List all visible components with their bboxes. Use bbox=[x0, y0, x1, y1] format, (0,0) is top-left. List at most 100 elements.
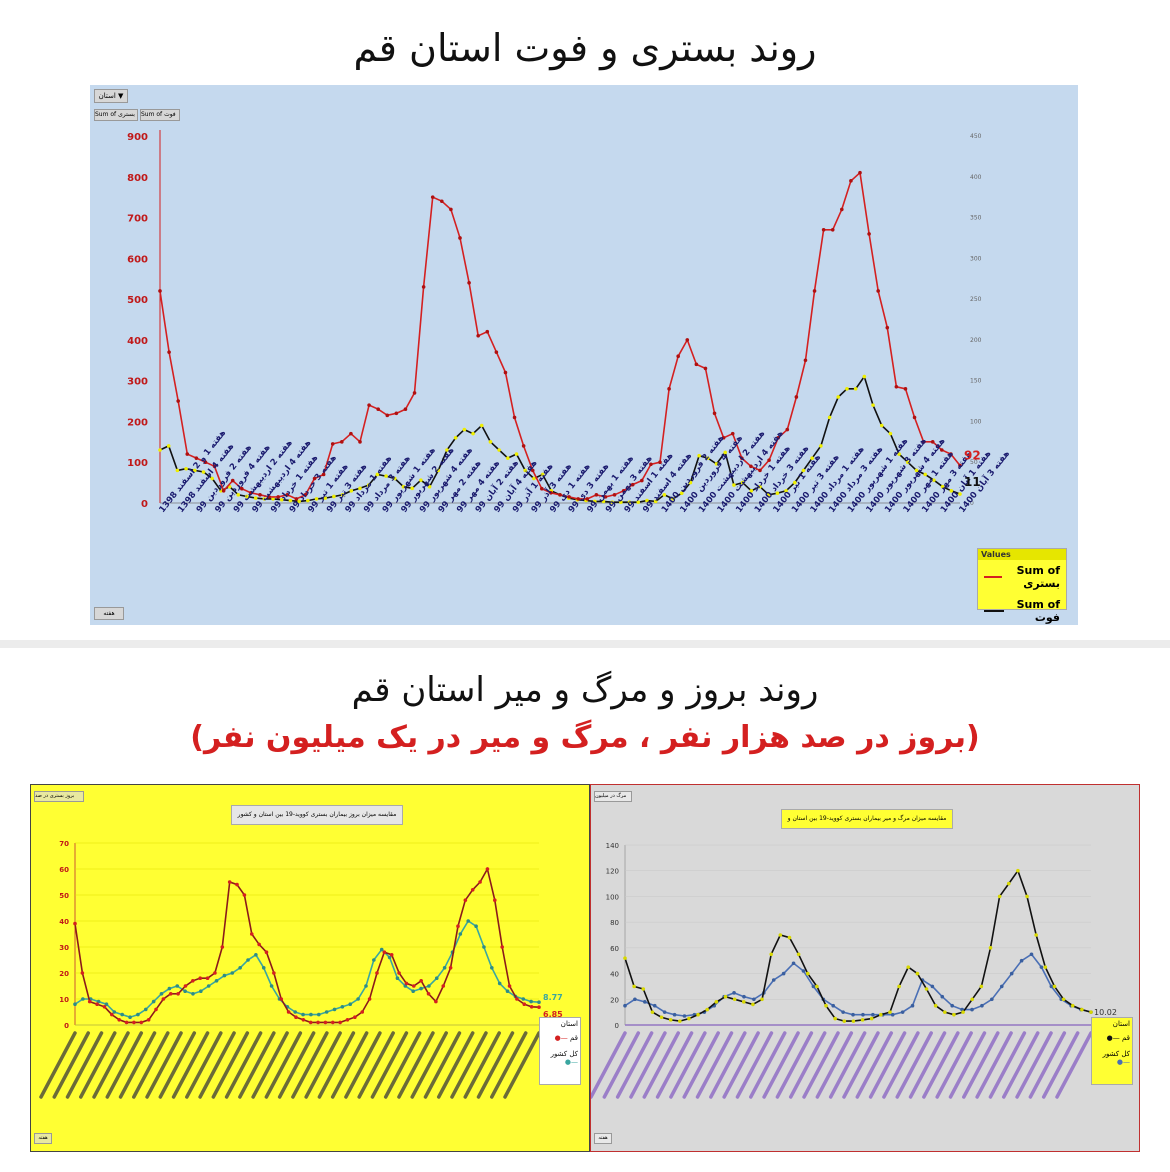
qom-point bbox=[851, 1019, 856, 1023]
x-tick-label-mark bbox=[344, 1031, 382, 1099]
deaths-point bbox=[219, 488, 223, 493]
hospitalized-point bbox=[667, 387, 671, 391]
legend-header: استان bbox=[1112, 1020, 1130, 1028]
deaths-point bbox=[723, 450, 728, 455]
y-tick-label: 50 bbox=[59, 892, 69, 900]
hospitalized-point bbox=[494, 350, 499, 354]
country-point bbox=[191, 992, 195, 996]
hospitalized-point bbox=[758, 468, 762, 473]
legend-item-qom[interactable]: قم —● bbox=[1106, 1034, 1130, 1042]
legend-label: کل کشور bbox=[1102, 1050, 1130, 1058]
deaths-point bbox=[871, 403, 875, 407]
country-point bbox=[151, 999, 156, 1004]
incidence-tag[interactable]: بروز بستری در صد هزار نفر bbox=[34, 791, 84, 802]
x-tick-label-mark bbox=[655, 1031, 694, 1099]
legend-label: قم bbox=[1121, 1034, 1130, 1042]
incidence-svg: 0 10 20 30 40 50 60 70 8.77 6.85 bbox=[39, 840, 563, 1099]
x-tick-label-mark bbox=[277, 1031, 316, 1099]
mortality-legend: استان قم —● کل کشور —● bbox=[1091, 1017, 1133, 1085]
deaths-point bbox=[453, 435, 458, 440]
x-tick-label-mark bbox=[855, 1031, 894, 1099]
legend-item-hospitalized[interactable]: Sum of بستری bbox=[978, 560, 1066, 594]
qom-point bbox=[345, 1018, 350, 1022]
country-point bbox=[537, 1000, 541, 1004]
field-tag-hospitalized[interactable]: Sum of بستری bbox=[94, 109, 138, 121]
country-point bbox=[466, 919, 471, 923]
hospitalized-point bbox=[558, 493, 562, 497]
hospitalized-point bbox=[340, 440, 344, 444]
deaths-point bbox=[323, 496, 328, 500]
hospitalized-point bbox=[685, 338, 690, 342]
country-point bbox=[890, 1012, 895, 1017]
hospitalized-point bbox=[249, 491, 253, 495]
y2-tick-label: 250 bbox=[970, 296, 982, 303]
mortality-tag[interactable]: مرگ در میلیون bbox=[594, 791, 632, 802]
x-tick-label-mark bbox=[79, 1031, 117, 1099]
country-point bbox=[183, 989, 187, 993]
x-tick-label-mark bbox=[503, 1031, 541, 1099]
qom-point bbox=[824, 1003, 828, 1008]
qom-point bbox=[760, 997, 764, 1002]
country-point bbox=[324, 1010, 329, 1014]
x-tick-label-mark bbox=[476, 1031, 515, 1099]
filter-button[interactable]: استان ▼ bbox=[94, 89, 128, 103]
qom-point bbox=[988, 946, 993, 950]
deaths-point bbox=[836, 395, 841, 399]
hospitalized-point bbox=[658, 460, 662, 465]
legend-label: کل کشور bbox=[550, 1050, 578, 1058]
deaths-point bbox=[819, 444, 823, 448]
x-tick-label-mark bbox=[1055, 1031, 1093, 1099]
deaths-point bbox=[358, 486, 362, 491]
mortality-chart: مرگ در میلیون مقایسه میزان مرگ و میر بیم… bbox=[590, 784, 1140, 1152]
x-tick-label-mark bbox=[788, 1031, 827, 1099]
country-point bbox=[175, 984, 180, 988]
end-label-qom: 6.85 bbox=[543, 1010, 563, 1019]
footer-tag[interactable]: هفته bbox=[94, 607, 124, 620]
qom-point bbox=[227, 880, 232, 884]
x-tick-label-mark bbox=[264, 1031, 303, 1099]
deaths-point bbox=[210, 476, 214, 481]
qom-point bbox=[970, 997, 975, 1002]
legend-item-qom[interactable]: قم —● bbox=[554, 1034, 578, 1042]
y2-tick-label: 450 bbox=[970, 133, 982, 140]
hospitalized-point bbox=[867, 232, 871, 236]
mortality-footer-tag[interactable]: هفته bbox=[594, 1133, 612, 1144]
country-point bbox=[672, 1012, 677, 1017]
y2-tick-label: 50 bbox=[970, 459, 978, 466]
qom-point bbox=[952, 1012, 956, 1017]
qom-point bbox=[168, 992, 173, 996]
y-tick-label: 300 bbox=[127, 377, 148, 388]
qom-point bbox=[257, 942, 261, 947]
qom-point bbox=[404, 981, 409, 986]
legend-item-country[interactable]: کل کشور —● bbox=[550, 1050, 578, 1066]
deaths-point bbox=[906, 460, 910, 465]
deaths-point bbox=[175, 468, 180, 473]
legend-swatch-red bbox=[984, 576, 1002, 578]
legend-item-country[interactable]: کل کشور —● bbox=[1102, 1050, 1130, 1066]
qom-point bbox=[367, 997, 372, 1001]
field-tag-deaths[interactable]: Sum of فوت bbox=[140, 109, 180, 121]
deaths-point bbox=[419, 478, 423, 482]
incidence-footer-tag[interactable]: هفته bbox=[34, 1133, 52, 1144]
deaths-point bbox=[514, 452, 519, 456]
deaths-point bbox=[271, 497, 275, 501]
hospitalized-point bbox=[385, 413, 390, 418]
country-point bbox=[505, 989, 510, 993]
country-point bbox=[254, 953, 258, 957]
y-tick-label: 700 bbox=[127, 214, 148, 225]
x-tick-label-mark bbox=[211, 1031, 250, 1099]
hospitalized-point bbox=[740, 456, 744, 460]
qom-point bbox=[154, 1007, 158, 1012]
qom-point bbox=[316, 1020, 320, 1025]
x-tick-label-mark bbox=[132, 1031, 170, 1099]
hospitalized-point bbox=[876, 289, 880, 293]
hospitalized-point bbox=[676, 354, 680, 359]
deaths-point bbox=[523, 468, 528, 473]
deaths-point bbox=[688, 480, 693, 485]
y-tick-label: 0 bbox=[615, 1022, 619, 1030]
x-tick-label-mark bbox=[975, 1031, 1013, 1099]
hospitalized-point bbox=[394, 411, 399, 416]
legend-item-deaths[interactable]: Sum of فوت bbox=[978, 594, 1066, 628]
y-tick-label: 80 bbox=[610, 919, 619, 927]
qom-point bbox=[1070, 1003, 1075, 1008]
